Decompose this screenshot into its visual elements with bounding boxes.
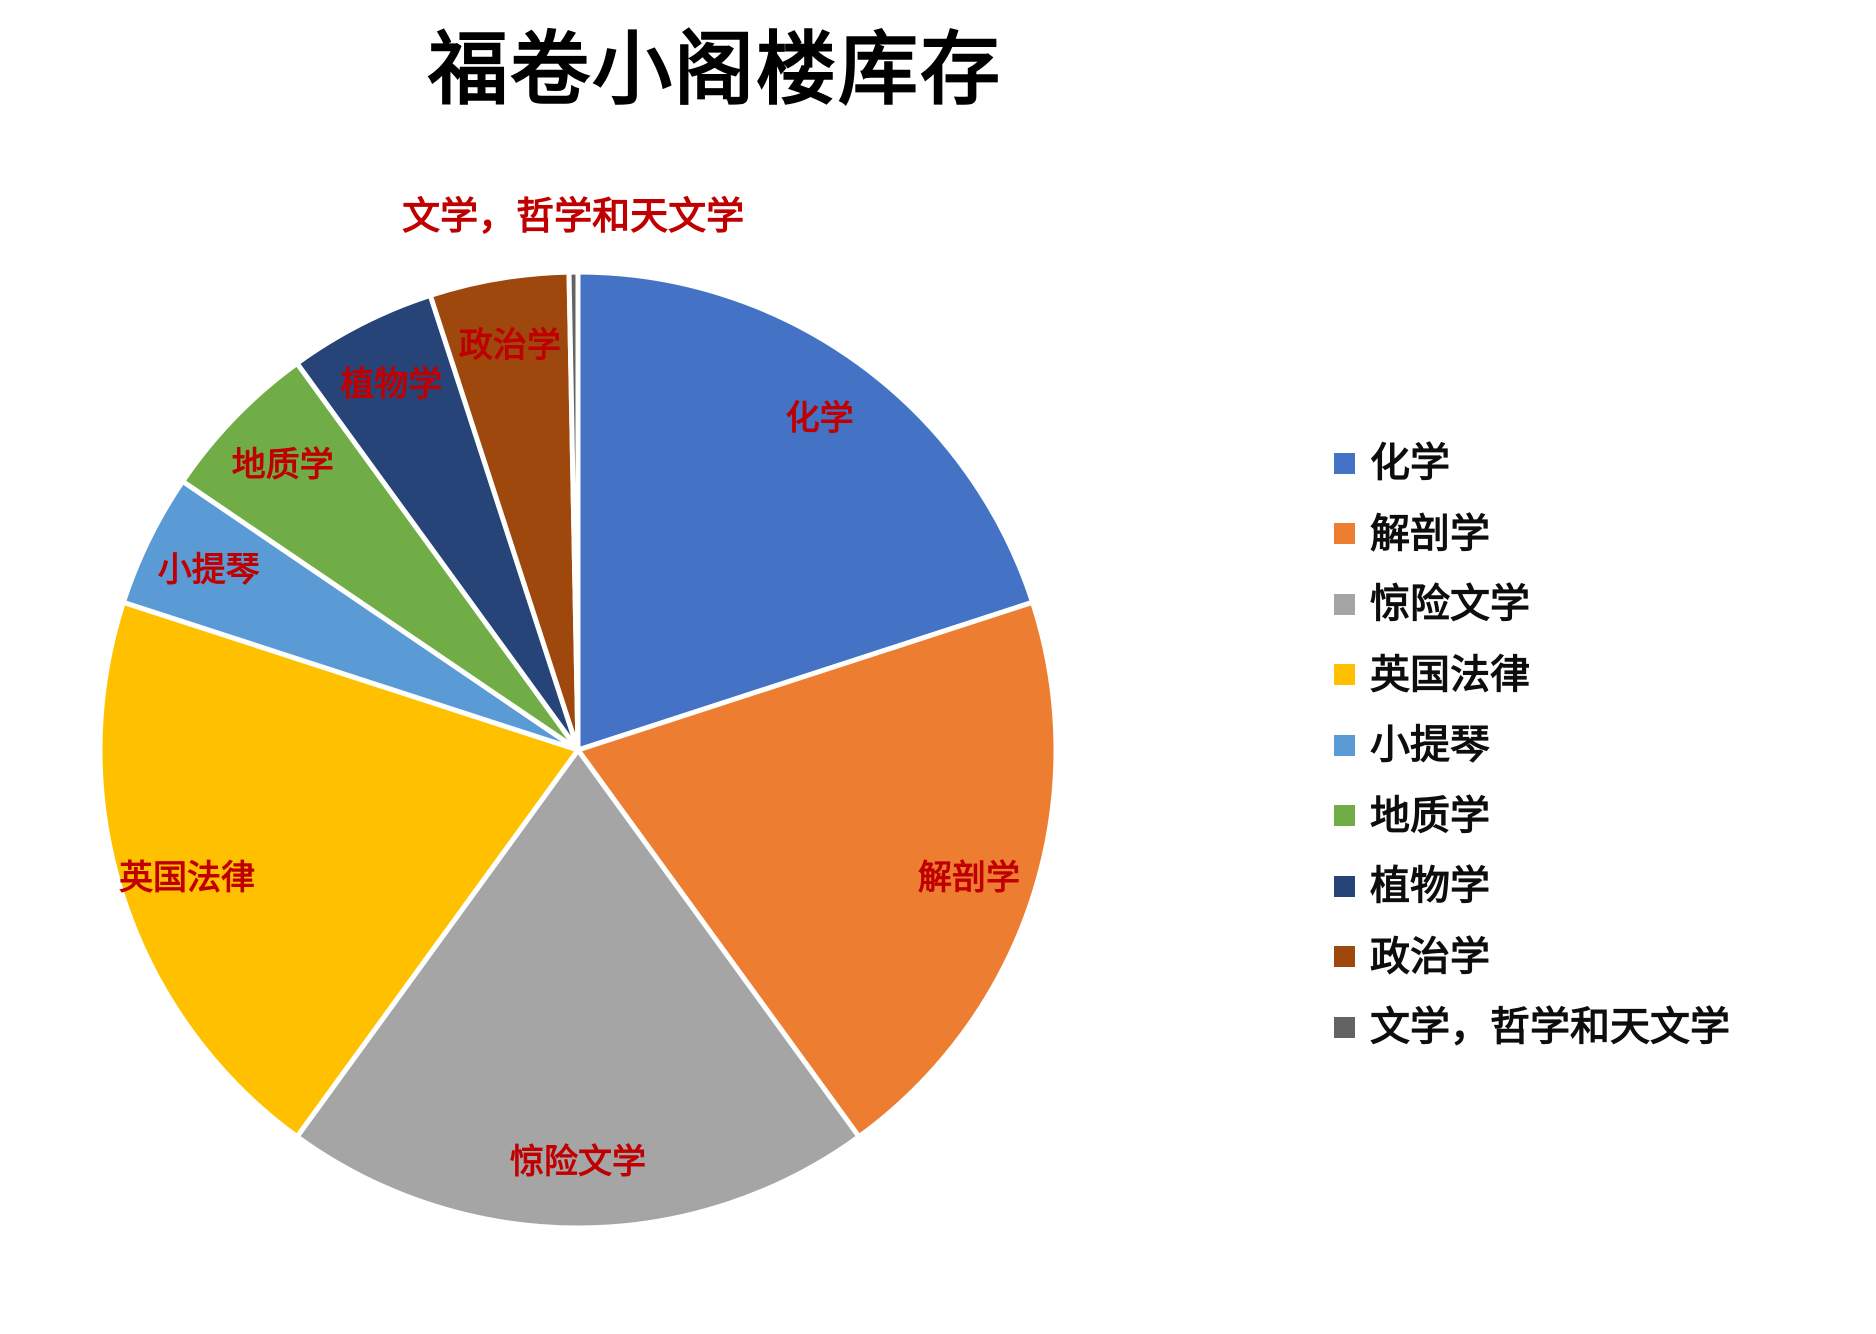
legend-item-label: 文学，哲学和天文学 [1370,1005,1730,1050]
legend-item-label: 英国法律 [1370,652,1530,697]
chart-title: 福卷小阁楼库存 [428,25,1002,114]
legend-item-8[interactable]: 文学，哲学和天文学 [1334,992,1730,1063]
legend-swatch-icon [1334,734,1355,756]
pie-slice-label-6: 植物学 [340,365,442,404]
pie-slice-label-4: 小提琴 [158,551,260,589]
pie-slice-label-0: 化学 [786,398,854,437]
legend-item-label: 化学 [1370,441,1450,486]
legend-swatch-icon [1334,593,1355,615]
legend-swatch-icon [1334,452,1355,474]
legend-item-1[interactable]: 解剖学 [1334,499,1730,570]
legend-swatch-icon [1334,805,1355,827]
legend-item-0[interactable]: 化学 [1334,428,1730,499]
pie-slice-label-8: 文学，哲学和天文学 [402,195,744,238]
legend-item-4[interactable]: 小提琴 [1334,710,1730,781]
legend-swatch-icon [1334,1016,1355,1038]
legend-item-5[interactable]: 地质学 [1334,781,1730,852]
legend-item-label: 解剖学 [1370,511,1490,556]
legend-swatch-icon [1334,523,1355,545]
legend: 化学解剖学惊险文学英国法律小提琴地质学植物学政治学文学，哲学和天文学 [1334,428,1730,1063]
legend-item-label: 地质学 [1370,793,1490,838]
pie-slice-0[interactable] [575,269,1036,754]
pie-slices-group [97,269,1059,1231]
pie-slice-label-7: 政治学 [459,326,561,365]
legend-item-label: 植物学 [1370,864,1490,909]
legend-swatch-icon [1334,946,1355,968]
pie-slice-label-5: 地质学 [232,445,334,484]
legend-item-6[interactable]: 植物学 [1334,851,1730,922]
pie-slice-6[interactable] [293,292,581,752]
pie-slice-1[interactable] [573,599,1059,1141]
legend-item-3[interactable]: 英国法律 [1334,640,1730,711]
pie-slice-2[interactable] [293,745,863,1231]
legend-item-label: 政治学 [1370,934,1490,979]
pie-slice-3[interactable] [97,599,583,1141]
pie-slice-5[interactable] [179,359,581,753]
pie-slice-label-3: 英国法律 [119,859,255,897]
legend-item-label: 小提琴 [1370,723,1490,768]
legend-item-label: 惊险文学 [1370,582,1530,627]
pie-slice-8[interactable] [566,269,581,751]
pie-slice-label-1: 解剖学 [918,858,1020,897]
legend-swatch-icon [1334,664,1355,686]
legend-swatch-icon [1334,875,1355,897]
legend-item-7[interactable]: 政治学 [1334,922,1730,993]
legend-item-2[interactable]: 惊险文学 [1334,569,1730,640]
pie-slice-label-2: 惊险文学 [510,1142,646,1181]
